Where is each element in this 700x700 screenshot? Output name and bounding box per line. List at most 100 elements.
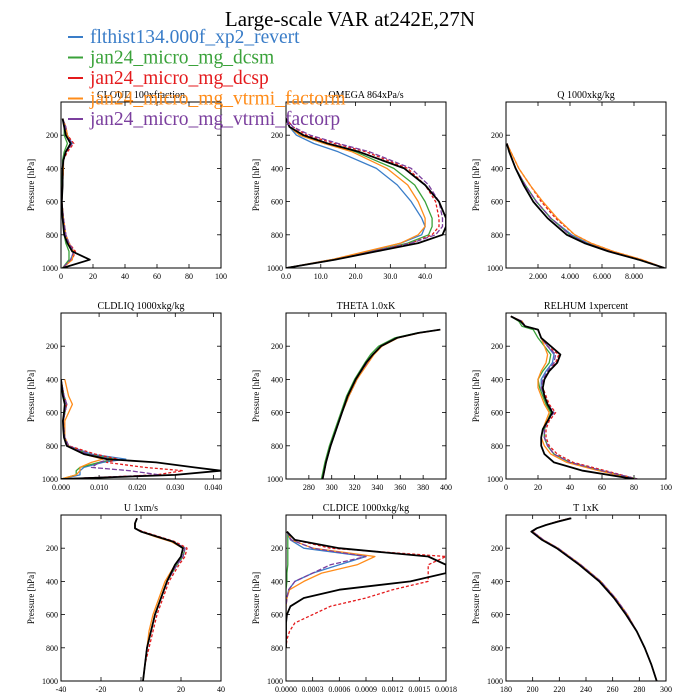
series-line-jan24-micro-mg-dcsp xyxy=(61,379,184,479)
x-tick-label: 0.0009 xyxy=(355,685,377,694)
y-tick-label: 200 xyxy=(491,131,503,140)
x-tick-label: 0.030 xyxy=(166,483,184,492)
series-line-flthist134-000f-xp2-revert xyxy=(506,143,665,268)
x-tick-label: 0 xyxy=(139,685,143,694)
figure-title: Large-scale VAR at242E,27N xyxy=(225,7,475,31)
series-line-jan24-micro-mg-vtrmi-factorm xyxy=(506,143,665,268)
series-line-jan24-micro-mg-vtrmi-factorp xyxy=(510,315,638,479)
x-tick-label: 260 xyxy=(607,685,619,694)
x-tick-label: 6.000 xyxy=(593,272,611,281)
legend-entry-label: jan24_micro_mg_vtrmi_factorm xyxy=(89,89,346,110)
series-line-jan24-micro-mg-dcsm xyxy=(506,143,665,268)
x-tick-label: 40 xyxy=(121,272,129,281)
series-line-jan24-micro-mg-vtrmi-factorp xyxy=(506,143,665,268)
series-line-jan24-micro-mg-dcsp xyxy=(510,315,638,479)
x-tick-label: 2.000 xyxy=(529,272,547,281)
y-tick-label: 800 xyxy=(491,644,503,653)
x-tick-label: 200 xyxy=(527,685,539,694)
panel-title: RELHUM 1xpercent xyxy=(544,301,628,312)
series-line-jan24-micro-mg-vtrmi-factorp xyxy=(532,517,658,681)
x-tick-label: 60 xyxy=(153,272,161,281)
legend-entry-label: jan24_micro_mg_dcsm xyxy=(89,48,274,69)
x-tick-label: 400 xyxy=(440,483,452,492)
y-axis-label: Pressure [hPa] xyxy=(471,370,481,422)
y-tick-label: 200 xyxy=(491,342,503,351)
y-tick-label: 800 xyxy=(271,644,283,653)
series-group xyxy=(61,118,91,268)
y-tick-label: 600 xyxy=(271,409,283,418)
panel-title: CLDLIQ 1000xkg/kg xyxy=(98,301,185,312)
y-tick-label: 200 xyxy=(491,544,503,553)
y-tick-label: 1000 xyxy=(487,475,503,484)
x-tick-label: 40 xyxy=(217,685,225,694)
y-tick-label: 200 xyxy=(271,131,283,140)
y-tick-label: 800 xyxy=(491,231,503,240)
panel-title: THETA 1.0xK xyxy=(337,301,396,312)
series-line-black xyxy=(321,328,441,479)
x-tick-label: 300 xyxy=(326,483,338,492)
x-tick-label: 280 xyxy=(303,483,315,492)
x-tick-label: 4.000 xyxy=(561,272,579,281)
y-axis-label: Pressure [hPa] xyxy=(251,572,261,624)
x-tick-label: 360 xyxy=(394,483,406,492)
series-line-jan24-micro-mg-vtrmi-factorm xyxy=(532,517,658,681)
series-line-jan24-micro-mg-dcsm xyxy=(320,328,441,479)
series-line-flthist134-000f-xp2-revert xyxy=(321,328,441,479)
plot-frame xyxy=(505,101,667,269)
x-tick-label: 20 xyxy=(534,483,542,492)
series-line-jan24-micro-mg-vtrmi-factorm xyxy=(321,328,441,479)
plot-frame xyxy=(285,312,447,480)
x-tick-label: -40 xyxy=(56,685,67,694)
series-line-jan24-micro-mg-dcsm xyxy=(532,517,658,681)
y-tick-label: 600 xyxy=(271,198,283,207)
x-tick-label: 0.010 xyxy=(90,483,108,492)
plot-frame xyxy=(505,514,667,682)
series-line-jan24-micro-mg-vtrmi-factorm xyxy=(510,315,636,479)
series-group xyxy=(506,143,665,268)
panel-title: OMEGA 864xPa/s xyxy=(328,90,403,101)
series-line-flthist134-000f-xp2-revert xyxy=(61,118,75,268)
y-tick-label: 800 xyxy=(46,442,58,451)
y-axis-label: Pressure [hPa] xyxy=(251,370,261,422)
series-line-jan24-micro-mg-vtrmi-factorm xyxy=(286,531,376,648)
x-tick-label: 300 xyxy=(660,685,672,694)
x-tick-label: 0.040 xyxy=(204,483,222,492)
x-tick-label: 8.000 xyxy=(625,272,643,281)
series-line-black xyxy=(134,517,184,681)
plot-frame xyxy=(60,101,222,269)
series-line-jan24-micro-mg-vtrmi-factorp xyxy=(321,328,441,479)
panel-title: U 1xm/s xyxy=(124,503,158,514)
x-tick-label: 100 xyxy=(215,272,227,281)
series-line-black xyxy=(61,379,221,479)
x-tick-label: 0.020 xyxy=(128,483,146,492)
y-tick-label: 400 xyxy=(491,375,503,384)
legend: flthist134.000f_xp2_revertjan24_micro_mg… xyxy=(68,27,346,130)
y-tick-label: 400 xyxy=(271,577,283,586)
series-line-jan24-micro-mg-dcsp xyxy=(532,517,658,681)
y-tick-label: 600 xyxy=(46,409,58,418)
plot-frame xyxy=(60,514,222,682)
x-tick-label: 0.0012 xyxy=(382,685,404,694)
series-group xyxy=(61,379,221,479)
y-tick-label: 400 xyxy=(491,577,503,586)
panel-title: CLDICE 1000xkg/kg xyxy=(323,503,409,514)
y-axis-label: Pressure [hPa] xyxy=(471,159,481,211)
series-line-black xyxy=(510,315,635,479)
series-group xyxy=(320,328,441,479)
x-tick-label: 320 xyxy=(349,483,361,492)
series-group xyxy=(510,315,638,479)
series-group xyxy=(286,530,446,648)
y-tick-label: 600 xyxy=(271,611,283,620)
y-tick-label: 600 xyxy=(46,198,58,207)
series-group xyxy=(286,118,446,268)
y-axis-label: Pressure [hPa] xyxy=(471,572,481,624)
y-tick-label: 1000 xyxy=(267,677,283,686)
series-line-flthist134-000f-xp2-revert xyxy=(532,517,658,681)
y-tick-label: 800 xyxy=(46,231,58,240)
panel-title: CLOUD 100xfraction xyxy=(97,90,185,101)
y-tick-label: 800 xyxy=(46,644,58,653)
x-tick-label: 220 xyxy=(553,685,565,694)
y-tick-label: 400 xyxy=(46,577,58,586)
